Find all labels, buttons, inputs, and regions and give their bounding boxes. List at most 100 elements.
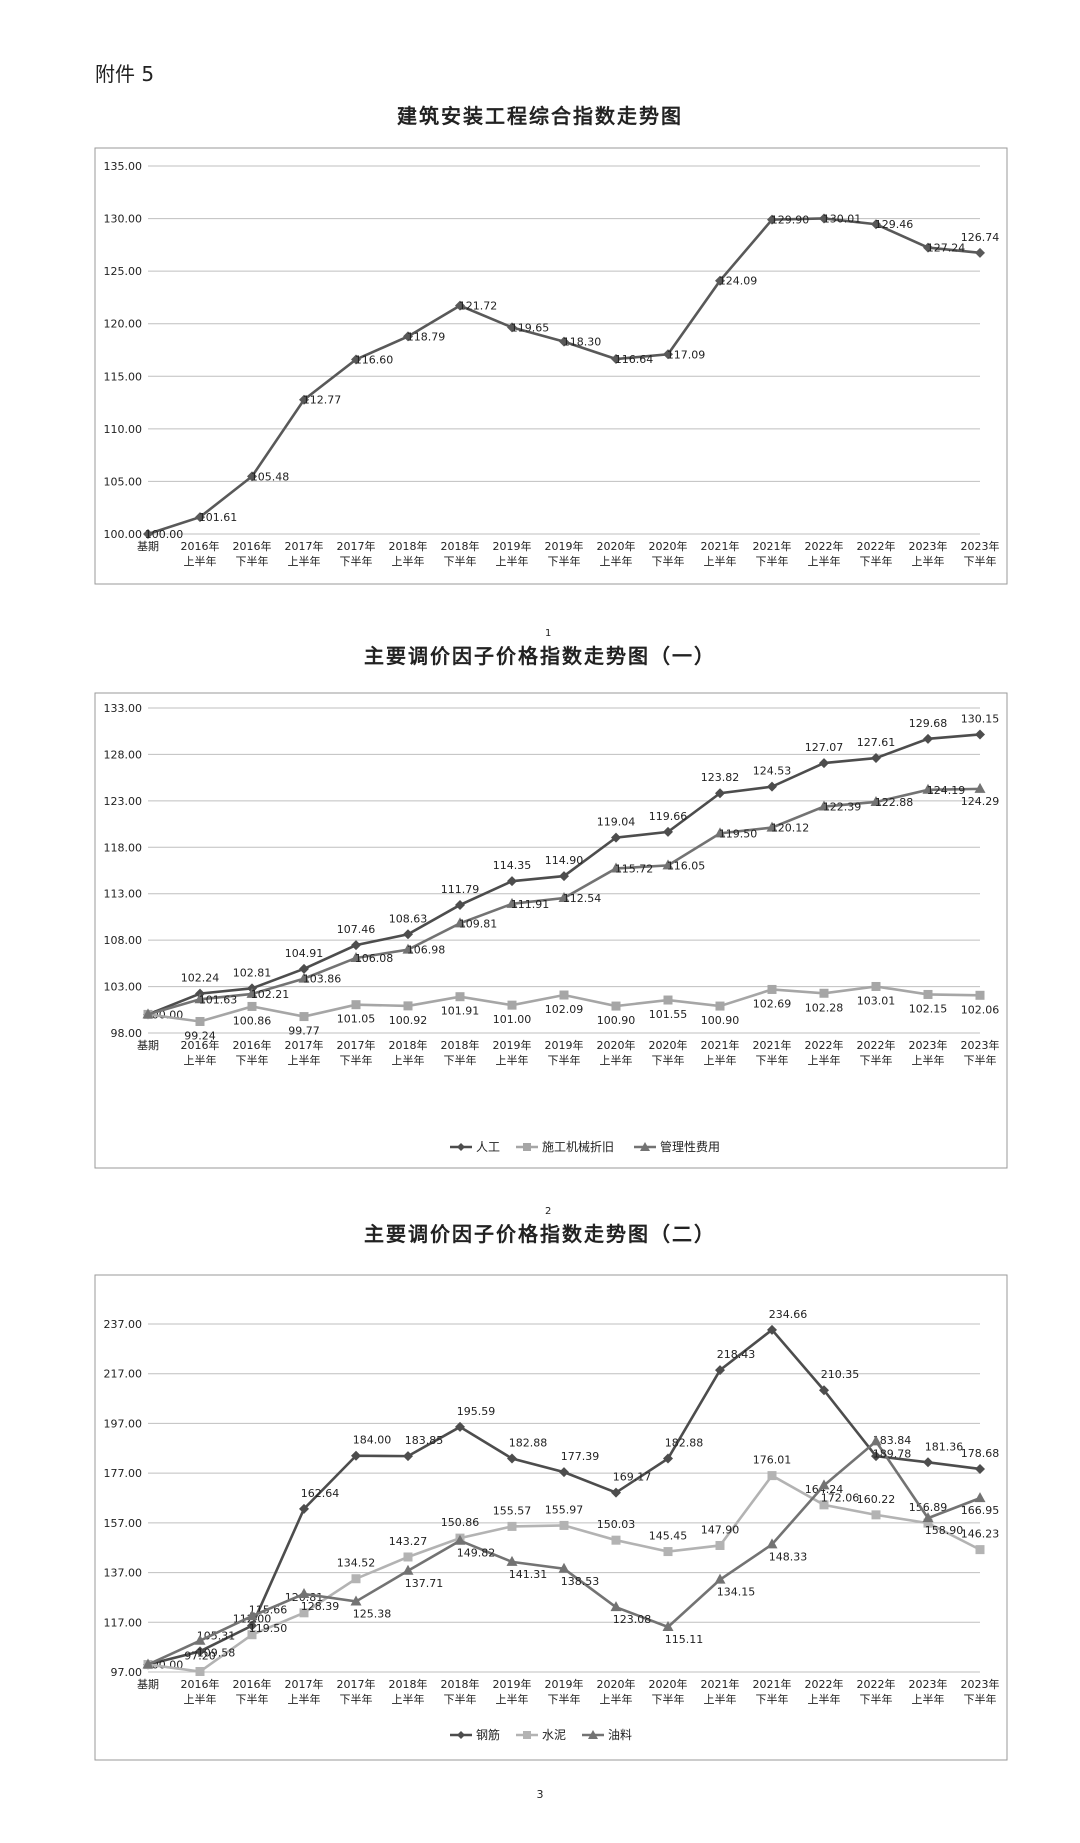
x-tick-label: 2019年: [545, 1038, 584, 1052]
x-tick-label: 2016年: [233, 1038, 272, 1052]
legend-marker: [457, 1731, 465, 1739]
x-tick-label-sub: 上半年: [808, 1692, 841, 1706]
data-label: 102.15: [909, 1002, 948, 1015]
chart-frame: [94, 147, 1008, 585]
data-label: 109.81: [459, 917, 498, 930]
data-point: [142, 1658, 154, 1669]
y-tick-label: 128.00: [104, 748, 143, 761]
data-label: 122.39: [823, 801, 862, 814]
chart-frame: [94, 1274, 1008, 1761]
data-point: [610, 1601, 622, 1612]
data-label: 127.24: [927, 242, 966, 255]
data-label: 150.03: [597, 1518, 636, 1531]
x-tick-label-sub: 下半年: [340, 1692, 373, 1706]
legend-marker: [640, 1142, 650, 1151]
x-tick-label: 2017年: [285, 539, 324, 553]
y-tick-label: 137.00: [104, 1567, 143, 1580]
data-label: 195.59: [457, 1405, 496, 1418]
data-point: [195, 1016, 205, 1026]
y-tick-label: 117.00: [104, 1616, 143, 1629]
data-point: [715, 275, 725, 286]
data-label: 112.54: [563, 892, 602, 905]
x-tick-label: 2019年: [545, 1677, 584, 1691]
x-tick-label: 基期: [137, 1039, 159, 1052]
x-tick-label-sub: 上半年: [496, 1053, 529, 1067]
y-tick-label: 97.00: [111, 1666, 143, 1679]
x-tick-label-sub: 上半年: [912, 1692, 945, 1706]
x-tick-label: 2018年: [389, 539, 428, 553]
data-label: 143.27: [389, 1535, 428, 1548]
data-label: 125.38: [353, 1607, 392, 1620]
data-point: [819, 988, 829, 998]
x-tick-label: 2018年: [441, 1038, 480, 1052]
data-point: [922, 783, 934, 794]
data-point: [662, 1620, 674, 1631]
data-label: 116.05: [667, 859, 706, 872]
data-point: [195, 1667, 205, 1677]
data-label: 101.00: [493, 1013, 532, 1026]
data-label: 176.01: [753, 1454, 792, 1467]
y-tick-label: 110.00: [104, 423, 143, 436]
y-tick-label: 217.00: [104, 1368, 143, 1381]
data-point: [871, 753, 881, 764]
data-point: [558, 891, 570, 902]
data-label: 119.65: [511, 321, 550, 334]
data-label: 128.39: [301, 1600, 340, 1613]
data-point: [402, 1564, 414, 1575]
x-tick-label-sub: 上半年: [288, 1053, 321, 1067]
data-label: 118.30: [563, 336, 602, 349]
x-tick-label: 2019年: [545, 539, 584, 553]
data-label: 166.95: [961, 1504, 1000, 1517]
data-point: [714, 827, 726, 838]
data-point: [350, 951, 362, 962]
data-point: [663, 826, 673, 837]
data-point: [559, 1520, 569, 1530]
data-point: [767, 781, 777, 792]
data-label: 106.08: [355, 952, 394, 965]
data-point: [351, 354, 361, 365]
data-point: [871, 1510, 881, 1520]
x-tick-label: 2023年: [909, 1677, 948, 1691]
data-point: [819, 1500, 829, 1510]
data-label: 150.86: [441, 1516, 480, 1529]
data-point: [922, 1512, 934, 1523]
data-label: 100.00: [145, 528, 184, 541]
x-tick-label-sub: 下半年: [964, 554, 997, 568]
x-tick-label: 2016年: [181, 1038, 220, 1052]
data-label: 137.71: [405, 1577, 444, 1590]
data-label: 148.33: [769, 1550, 808, 1563]
data-label: 106.98: [407, 944, 446, 957]
x-tick-label-sub: 下半年: [652, 1053, 685, 1067]
data-label: 141.31: [509, 1568, 548, 1581]
data-point: [246, 987, 258, 998]
x-tick-label-sub: 上半年: [392, 1692, 425, 1706]
data-label: 104.91: [285, 947, 324, 960]
x-tick-label-sub: 下半年: [444, 1692, 477, 1706]
data-point: [975, 990, 985, 1000]
data-label: 177.39: [561, 1450, 600, 1463]
data-point: [402, 943, 414, 954]
data-point: [663, 1453, 673, 1464]
data-point: [974, 782, 986, 793]
data-point: [506, 897, 518, 908]
data-point: [611, 354, 621, 365]
y-tick-label: 157.00: [104, 1517, 143, 1530]
data-point: [455, 899, 465, 910]
x-tick-label: 基期: [137, 1678, 159, 1691]
legend-marker: [523, 1143, 531, 1151]
data-label: 97.20: [184, 1650, 216, 1663]
data-point: [143, 529, 153, 539]
data-label: 145.45: [649, 1530, 688, 1543]
data-label: 102.69: [753, 997, 792, 1010]
data-label: 162.64: [301, 1487, 340, 1500]
data-label: 183.84: [873, 1434, 912, 1447]
x-tick-label: 2022年: [857, 1677, 896, 1691]
legend-label: 油料: [608, 1728, 632, 1742]
data-label: 129.46: [875, 218, 914, 231]
data-point: [923, 989, 933, 999]
data-point: [611, 1001, 621, 1011]
x-tick-label: 2016年: [233, 539, 272, 553]
data-label: 123.08: [613, 1613, 652, 1626]
y-tick-label: 197.00: [104, 1417, 143, 1430]
data-point: [247, 1630, 257, 1640]
